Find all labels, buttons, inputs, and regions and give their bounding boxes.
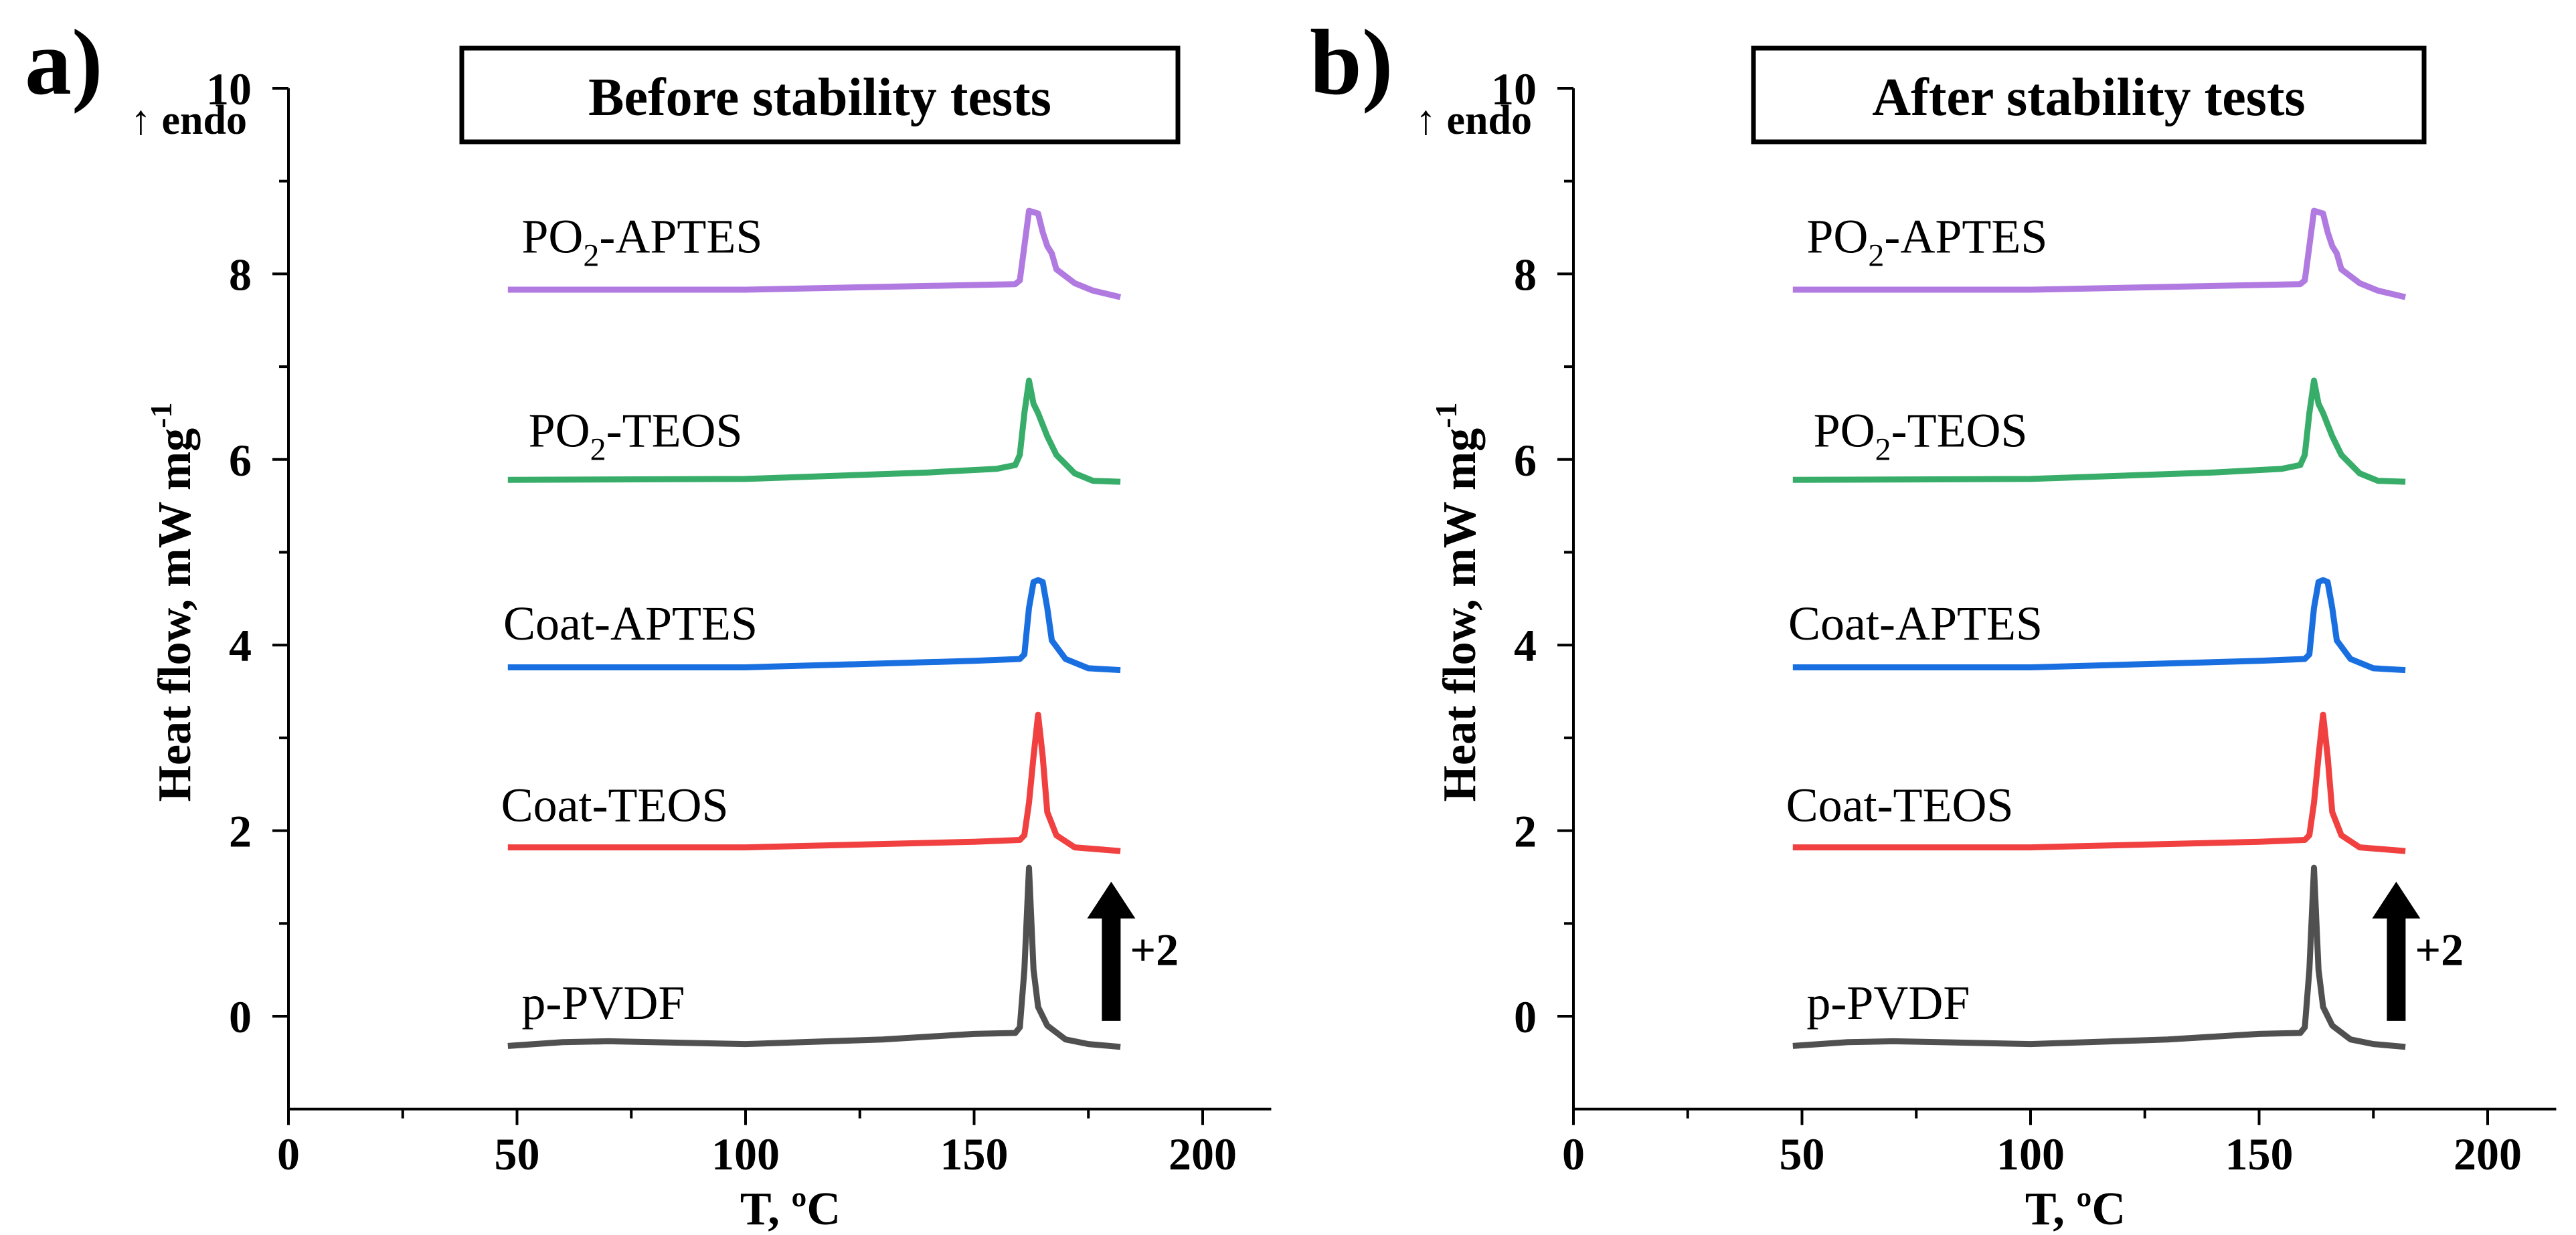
series-line-po2-teos [1792, 377, 2406, 485]
series-label-main: Coat-TEOS [1786, 779, 2014, 832]
x-tick-label: 0 [277, 1129, 300, 1179]
y-axis-label: Heat flow, mW mg-1 [144, 403, 201, 802]
series-label-main: p-PVDF [521, 976, 685, 1030]
series-label-main: Coat-APTES [503, 597, 758, 650]
series-line-coat-aptes [507, 577, 1121, 674]
series-label-rest: -TEOS [1891, 403, 2028, 457]
series-label: PO2-APTES [1806, 209, 2047, 273]
series-label-main: p-PVDF [1806, 976, 1970, 1030]
series-line-po2-teos [507, 377, 1121, 485]
x-tick-label: 200 [1169, 1129, 1237, 1179]
series-label: PO2-APTES [521, 209, 762, 273]
series-label-main: PO [529, 403, 590, 457]
endo-label: ↑ endo [131, 98, 247, 143]
y-axis-label-superscript: -1 [1429, 403, 1463, 428]
y-tick-label: 0 [229, 991, 252, 1042]
series-label: p-PVDF [521, 976, 685, 1030]
series-line-po2-aptes [1792, 207, 2407, 300]
x-tick-label: 100 [1996, 1129, 2065, 1179]
y-axis-label: Heat flow, mW mg-1 [1429, 403, 1486, 802]
series-label-subscript: 2 [590, 432, 606, 467]
series-label: Coat-APTES [503, 597, 758, 650]
x-tick-label: 150 [2225, 1129, 2294, 1179]
y-tick-label: 2 [229, 806, 252, 857]
series-label-subscript: 2 [1868, 238, 1884, 273]
endo-label: ↑ endo [1415, 98, 1532, 143]
y-axis-label-main: Heat flow, mW mg [1434, 428, 1486, 802]
series-label: Coat-TEOS [1786, 779, 2014, 832]
series-label-main: PO [1814, 403, 1875, 457]
panel-label: a) [25, 11, 103, 114]
y-tick-label: 6 [229, 435, 252, 486]
series-label-rest: -TEOS [606, 403, 743, 457]
x-tick-label: 50 [1780, 1129, 1825, 1179]
panel-label: b) [1310, 11, 1393, 114]
series-label: Coat-TEOS [501, 779, 729, 832]
chart-title: After stability tests [1872, 68, 2305, 127]
offset-label: +2 [1130, 925, 1179, 975]
y-tick-label: 10 [1491, 64, 1537, 114]
offset-arrow-icon [1087, 881, 1136, 1021]
series-label-main: PO [521, 209, 583, 263]
y-tick-label: 2 [1514, 806, 1537, 857]
y-axis-label-superscript: -1 [144, 403, 178, 428]
x-tick-label: 0 [1562, 1129, 1585, 1179]
offset-label: +2 [2415, 925, 2464, 975]
series-label-main: Coat-TEOS [501, 779, 729, 832]
series-label: Coat-APTES [1788, 597, 2043, 650]
series-label: PO2-TEOS [1814, 403, 2028, 467]
x-tick-label: 200 [2454, 1129, 2522, 1179]
title-box [1751, 45, 2427, 145]
y-tick-label: 4 [1514, 620, 1537, 671]
y-tick-label: 6 [1514, 435, 1537, 486]
series-line-coat-aptes [1792, 577, 2406, 674]
series-label-rest: -APTES [599, 209, 762, 263]
offset-arrow-icon [2372, 881, 2421, 1021]
x-axis-label: T, ºC [2025, 1183, 2126, 1235]
series-label-subscript: 2 [583, 238, 599, 273]
x-axis-label: T, ºC [740, 1183, 841, 1235]
series-label-main: Coat-APTES [1788, 597, 2043, 650]
x-tick-label: 50 [495, 1129, 540, 1179]
series-line-p-pvdf [1792, 864, 2406, 1050]
y-tick-label: 4 [229, 620, 252, 671]
x-tick-label: 150 [940, 1129, 1009, 1179]
series-line-coat-teos [1792, 711, 2406, 854]
series-line-p-pvdf [507, 864, 1121, 1050]
y-tick-label: 0 [1514, 991, 1537, 1042]
title-box [459, 45, 1181, 145]
y-tick-label: 8 [1514, 249, 1537, 300]
y-tick-label: 10 [206, 64, 252, 114]
series-label-rest: -APTES [1884, 209, 2047, 263]
series-label-subscript: 2 [1875, 432, 1891, 467]
y-axis-label-main: Heat flow, mW mg [149, 428, 201, 802]
series-label: PO2-TEOS [529, 403, 743, 467]
series-line-coat-teos [507, 711, 1121, 854]
series-label-main: PO [1806, 209, 1868, 263]
x-tick-label: 100 [711, 1129, 780, 1179]
y-tick-label: 8 [229, 249, 252, 300]
series-label: p-PVDF [1806, 976, 1970, 1030]
chart-title: Before stability tests [588, 68, 1051, 127]
series-line-po2-aptes [507, 207, 1122, 300]
